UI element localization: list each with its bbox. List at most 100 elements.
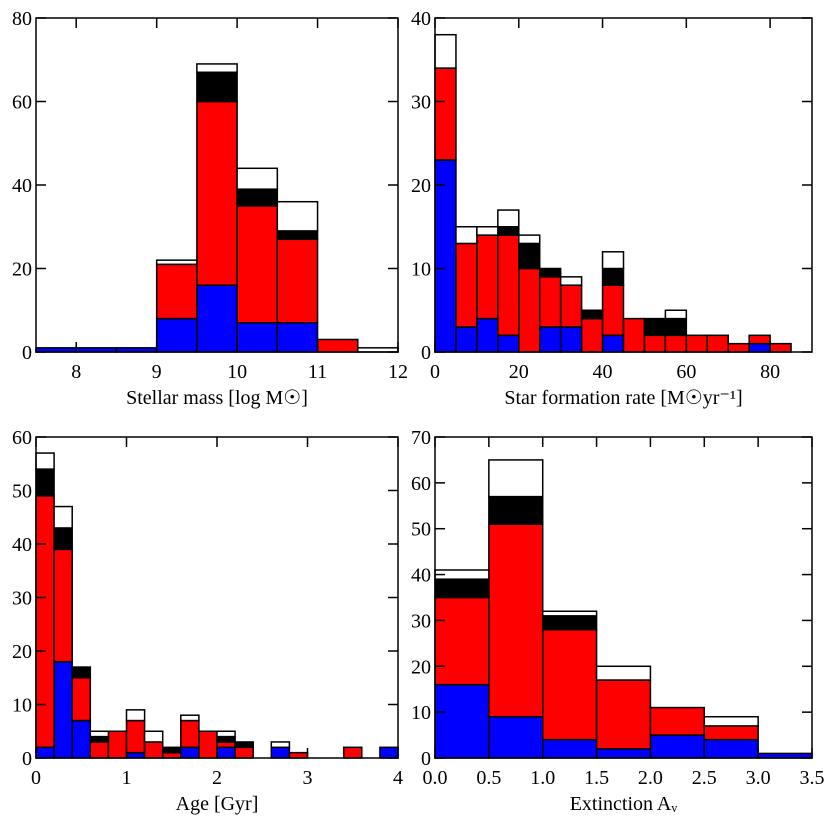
y-tick-label: 60 <box>411 473 431 495</box>
histogram-bar <box>107 730 128 759</box>
histogram-bar <box>595 748 652 759</box>
histogram-bar <box>455 226 478 245</box>
histogram-bar <box>236 188 279 207</box>
x-axis-label: Stellar mass [log M☉] <box>126 387 308 409</box>
histogram-bar <box>270 746 291 759</box>
histogram-bar <box>53 527 73 551</box>
histogram-bar <box>476 317 499 353</box>
y-tick-label: 30 <box>411 92 431 114</box>
histogram-bar <box>53 505 73 529</box>
histogram-bar <box>538 326 562 353</box>
x-axis-label: Extinction Aᵥ <box>570 793 678 815</box>
histogram-bar <box>601 284 625 337</box>
histogram-bar <box>155 259 198 266</box>
histogram-bar <box>342 746 363 759</box>
histogram-bar <box>434 596 490 686</box>
y-tick-label: 50 <box>12 481 32 503</box>
histogram-bar <box>71 719 92 759</box>
y-tick-label: 40 <box>12 175 32 197</box>
histogram-bar <box>664 317 688 337</box>
histogram-bar <box>685 334 709 353</box>
y-tick-label: 20 <box>12 259 32 281</box>
histogram-bar <box>595 679 652 750</box>
y-tick-label: 70 <box>411 427 431 449</box>
histogram-bar <box>703 715 759 727</box>
histogram-bar <box>706 334 729 353</box>
histogram-bar <box>196 71 238 103</box>
histogram-bar <box>143 730 164 743</box>
histogram-bar <box>125 709 146 722</box>
histogram-bar <box>601 267 625 286</box>
histogram-bar <box>497 226 520 236</box>
x-tick-label: 2.0 <box>638 767 663 789</box>
histogram-bar <box>155 317 198 353</box>
x-tick-label: 0 <box>31 767 41 789</box>
histogram-bar <box>180 746 200 759</box>
histogram-bar <box>35 452 55 470</box>
x-tick-label: 9 <box>152 361 162 383</box>
y-tick-label: 0 <box>22 748 32 770</box>
histogram-bar <box>518 267 541 353</box>
histogram-bar <box>434 67 457 161</box>
histogram-bar <box>643 317 667 337</box>
histogram-bar <box>559 326 583 353</box>
histogram-bar <box>125 751 146 759</box>
y-tick-label: 0 <box>22 342 32 364</box>
histogram-bar <box>161 751 182 759</box>
histogram-bar <box>236 205 279 324</box>
histogram-bar <box>703 738 759 759</box>
x-tick-label: 3.0 <box>746 767 771 789</box>
histogram-bar <box>769 342 792 353</box>
y-tick-label: 20 <box>12 641 32 663</box>
y-tick-label: 40 <box>411 565 431 587</box>
y-tick-label: 10 <box>411 702 431 724</box>
histogram-bar <box>196 100 238 286</box>
histogram-bar <box>434 33 457 69</box>
histogram-bar <box>559 284 583 328</box>
y-tick-label: 10 <box>411 259 431 281</box>
histogram-bar <box>434 683 490 759</box>
histogram-bar <box>53 660 73 759</box>
histogram-bar <box>488 715 544 759</box>
histogram-bar <box>35 495 55 749</box>
histogram-bar <box>71 666 92 679</box>
histogram-bar <box>518 234 541 245</box>
x-tick-label: 3 <box>303 767 313 789</box>
x-tick-label: 1.5 <box>584 767 609 789</box>
histogram-bar <box>559 276 583 286</box>
histogram-bar <box>434 159 457 353</box>
histogram-bar <box>270 741 291 749</box>
histogram-bar <box>71 677 92 722</box>
histogram-bar <box>497 209 520 228</box>
histogram-bar <box>664 309 688 320</box>
histogram-bar <box>664 334 688 353</box>
histogram-bar <box>35 746 55 759</box>
histogram-bar <box>125 719 146 754</box>
y-tick-label: 30 <box>411 610 431 632</box>
histogram-bar <box>288 751 309 759</box>
histogram-bar <box>276 200 319 232</box>
histogram-bar <box>488 523 544 718</box>
histogram-bar <box>497 234 520 337</box>
histogram-bar <box>216 741 236 749</box>
histogram-bar <box>538 276 562 328</box>
histogram-bar <box>161 746 182 754</box>
histogram-bar <box>622 317 646 353</box>
histogram-bar <box>216 735 236 743</box>
x-tick-label: 20 <box>509 361 529 383</box>
histogram-bar <box>53 548 73 663</box>
x-tick-label: 40 <box>593 361 613 383</box>
histogram-bar <box>89 741 110 759</box>
x-tick-label: 2.5 <box>692 767 717 789</box>
y-tick-label: 60 <box>12 92 32 114</box>
x-tick-label: 10 <box>227 361 247 383</box>
histogram-bar <box>541 628 598 741</box>
histogram-bar <box>497 334 520 353</box>
x-tick-label: 2 <box>212 767 222 789</box>
y-tick-label: 20 <box>411 656 431 678</box>
histogram-bar <box>476 226 499 236</box>
x-tick-label: 4 <box>393 767 403 789</box>
histogram-bar <box>455 326 478 353</box>
histogram-bar <box>541 610 598 617</box>
